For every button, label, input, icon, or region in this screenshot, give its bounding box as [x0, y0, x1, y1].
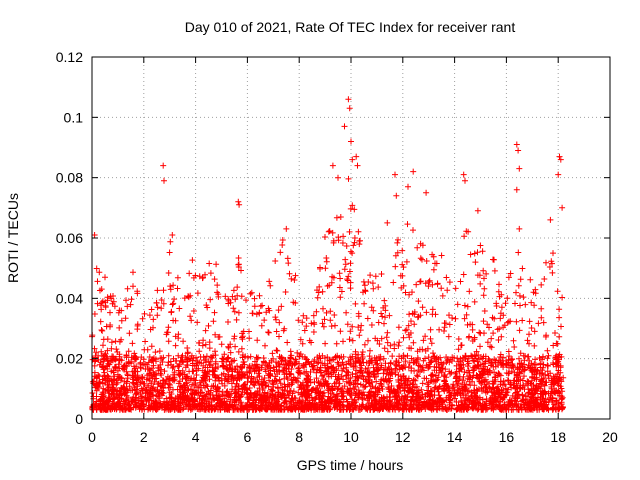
- x-tick-label: 8: [295, 429, 303, 445]
- y-tick-label: 0.12: [56, 49, 83, 65]
- data-points: [89, 96, 567, 413]
- y-tick-label: 0.08: [56, 170, 83, 186]
- y-tick-label: 0.06: [56, 230, 83, 246]
- roti-plus-markers: [89, 96, 567, 413]
- x-tick-label: 18: [550, 429, 566, 445]
- axis-ticks: 0 2 4 6 8 10 12 14 16 18 20 0 0.02 0.04 0.06 0.08 0.1 0.1…: [56, 49, 618, 445]
- x-tick-label: 16: [499, 429, 515, 445]
- x-tick-label: 14: [447, 429, 463, 445]
- x-axis-label: GPS time / hours: [297, 457, 404, 473]
- y-tick-label: 0.04: [56, 290, 83, 306]
- x-tick-label: 20: [602, 429, 618, 445]
- chart-title: Day 010 of 2021, Rate Of TEC Index for r…: [185, 19, 516, 35]
- y-tick-label: 0.02: [56, 351, 83, 367]
- y-axis-label: ROTI / TECUs: [5, 193, 21, 283]
- x-tick-label: 0: [88, 429, 96, 445]
- x-tick-label: 2: [140, 429, 148, 445]
- y-tick-label: 0.1: [64, 109, 84, 125]
- x-tick-label: 10: [343, 429, 359, 445]
- x-tick-label: 12: [395, 429, 411, 445]
- y-tick-label: 0: [75, 411, 83, 427]
- x-tick-label: 6: [244, 429, 252, 445]
- grid-lines: [92, 57, 610, 419]
- x-tick-label: 4: [192, 429, 200, 445]
